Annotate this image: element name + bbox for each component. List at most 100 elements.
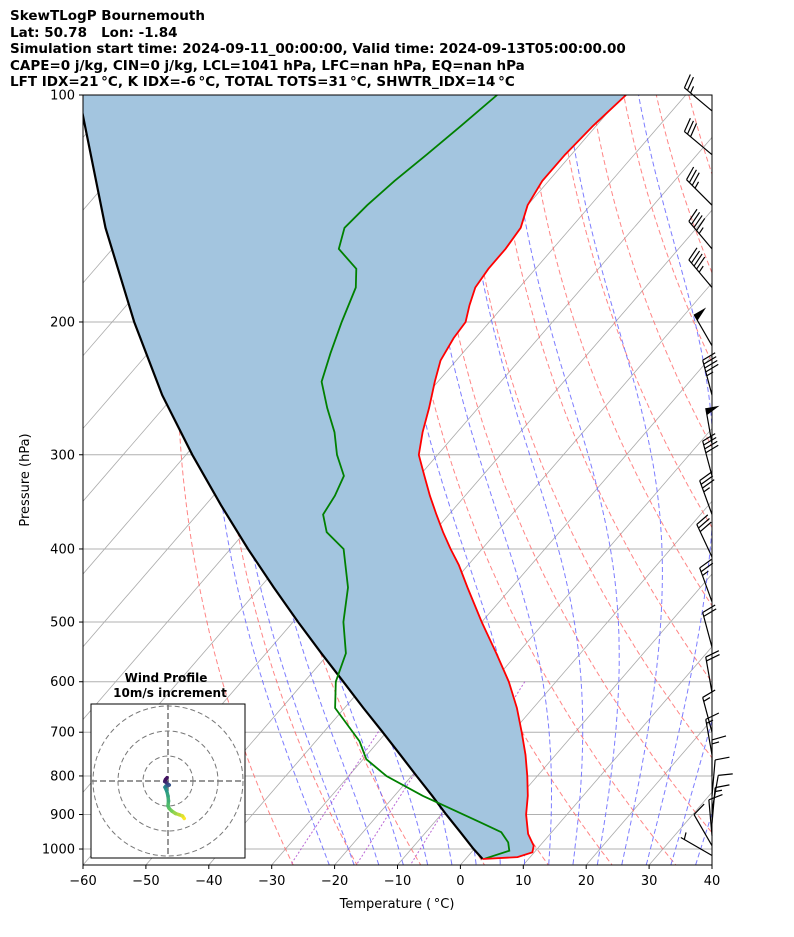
- barb-full: [703, 436, 717, 446]
- hodograph-plot: [91, 704, 245, 858]
- barb-shaft: [688, 220, 713, 250]
- barb-full: [702, 604, 716, 613]
- x-tick-label: 10: [515, 874, 532, 889]
- wind-barb: [699, 558, 714, 602]
- moist-adiabat: [421, 95, 552, 865]
- wind-barb: [683, 74, 713, 112]
- y-tick-label: 900: [50, 808, 75, 823]
- y-tick-label: 700: [50, 726, 75, 741]
- wind-barb: [705, 405, 720, 444]
- barb-full: [702, 352, 716, 361]
- barb-shaft: [705, 408, 713, 444]
- y-axis-title: Pressure (hPa): [18, 433, 33, 526]
- data-lines: [83, 95, 627, 860]
- hodograph-subtitle: 10m/s increment: [113, 686, 227, 700]
- barb-shaft: [711, 775, 719, 811]
- barb-full: [702, 689, 716, 698]
- isotherm: [522, 646, 712, 865]
- barb-full: [683, 74, 691, 89]
- barb-shaft: [699, 480, 713, 515]
- moist-adiabat: [460, 95, 584, 865]
- wind-barb: [702, 604, 717, 648]
- y-tick-label: 300: [50, 448, 75, 463]
- barb-full: [703, 608, 717, 617]
- isotherm: [208, 282, 712, 865]
- barb-shaft: [699, 567, 713, 602]
- x-tick-label: −40: [195, 874, 222, 889]
- x-tick-label: 0: [456, 874, 464, 889]
- barb-full: [715, 756, 730, 761]
- barb-full: [693, 253, 703, 267]
- barb-full: [691, 172, 700, 186]
- wind-barb: [699, 471, 715, 515]
- moist-adiabat: [638, 95, 712, 865]
- chart-header: SkewTLogP Bournemouth Lat: 50.78 Lon: -1…: [10, 8, 626, 91]
- barb-full: [702, 433, 716, 442]
- hodograph-segment: [163, 776, 169, 782]
- barb-full: [693, 215, 703, 228]
- y-tick-label: 400: [50, 542, 75, 557]
- wind-barb: [686, 166, 713, 206]
- temperature-line: [417, 95, 627, 860]
- wind-barb: [711, 756, 730, 796]
- barb-shaft: [684, 131, 713, 156]
- wind-barb: [702, 689, 716, 733]
- barb-shaft: [702, 360, 713, 396]
- wind-barb: [688, 247, 713, 288]
- barb-full: [696, 514, 709, 525]
- x-tick-label: −10: [384, 874, 411, 889]
- barb-shaft: [680, 836, 713, 857]
- isotherm: [83, 95, 184, 211]
- barb-shaft: [688, 259, 713, 288]
- barb-half: [690, 86, 695, 94]
- barb-full: [699, 558, 712, 569]
- isotherm: [711, 864, 712, 865]
- x-axis-title: Temperature ( °C): [339, 897, 455, 912]
- hodograph-title: Wind Profile: [125, 671, 208, 685]
- barb-shaft: [686, 179, 713, 206]
- location-line: Lat: 50.78 Lon: -1.84: [10, 24, 178, 41]
- barb-full: [715, 784, 730, 789]
- barb-full: [698, 518, 710, 529]
- barb-full: [690, 211, 701, 225]
- x-axis: −60 −50 −40 −30 −20 −10 0 10 20 30 40: [69, 865, 720, 889]
- y-tick-label: 100: [50, 89, 75, 104]
- wind-barb: [680, 832, 713, 857]
- wind-barb: [705, 650, 720, 693]
- dewpoint-line: [320, 95, 511, 860]
- dry-adiabat: [655, 95, 712, 275]
- barb-flag: [694, 307, 707, 321]
- dry-adiabat: [744, 61, 794, 881]
- barb-shaft: [705, 719, 713, 755]
- y-tick-label: 1000: [42, 843, 75, 858]
- dry-adiabat: [623, 95, 712, 364]
- x-tick-label: 40: [704, 874, 721, 889]
- barb-full: [703, 356, 717, 365]
- dry-adiabat: [427, 95, 712, 834]
- moist-adiabat: [670, 718, 712, 865]
- y-tick-label: 600: [50, 675, 75, 690]
- barb-full: [693, 803, 705, 815]
- barb-full: [708, 794, 723, 801]
- y-axis: 1000 900 800 700 600 500 400 300 200 100: [42, 89, 83, 858]
- barb-shaft: [696, 524, 713, 558]
- y-tick-label: 500: [50, 616, 75, 631]
- isotherm: [459, 573, 712, 865]
- barb-full: [704, 440, 718, 450]
- wind-barb: [711, 784, 730, 824]
- wind-barb: [693, 307, 713, 346]
- barb-half: [698, 227, 704, 234]
- chart-title: SkewTLogP Bournemouth: [10, 8, 205, 24]
- x-tick-label: 20: [578, 874, 595, 889]
- dry-adiabat: [712, 61, 794, 881]
- hodograph-inset: Wind Profile 10m/s increment: [90, 671, 246, 859]
- x-tick-label: −60: [69, 874, 96, 889]
- barb-shaft: [702, 612, 713, 648]
- barb-full: [696, 218, 706, 231]
- wind-barb: [711, 773, 733, 811]
- moist-adiabat: [695, 812, 712, 865]
- barb-half: [702, 570, 709, 576]
- barb-shaft: [702, 697, 713, 733]
- x-tick-label: −30: [258, 874, 285, 889]
